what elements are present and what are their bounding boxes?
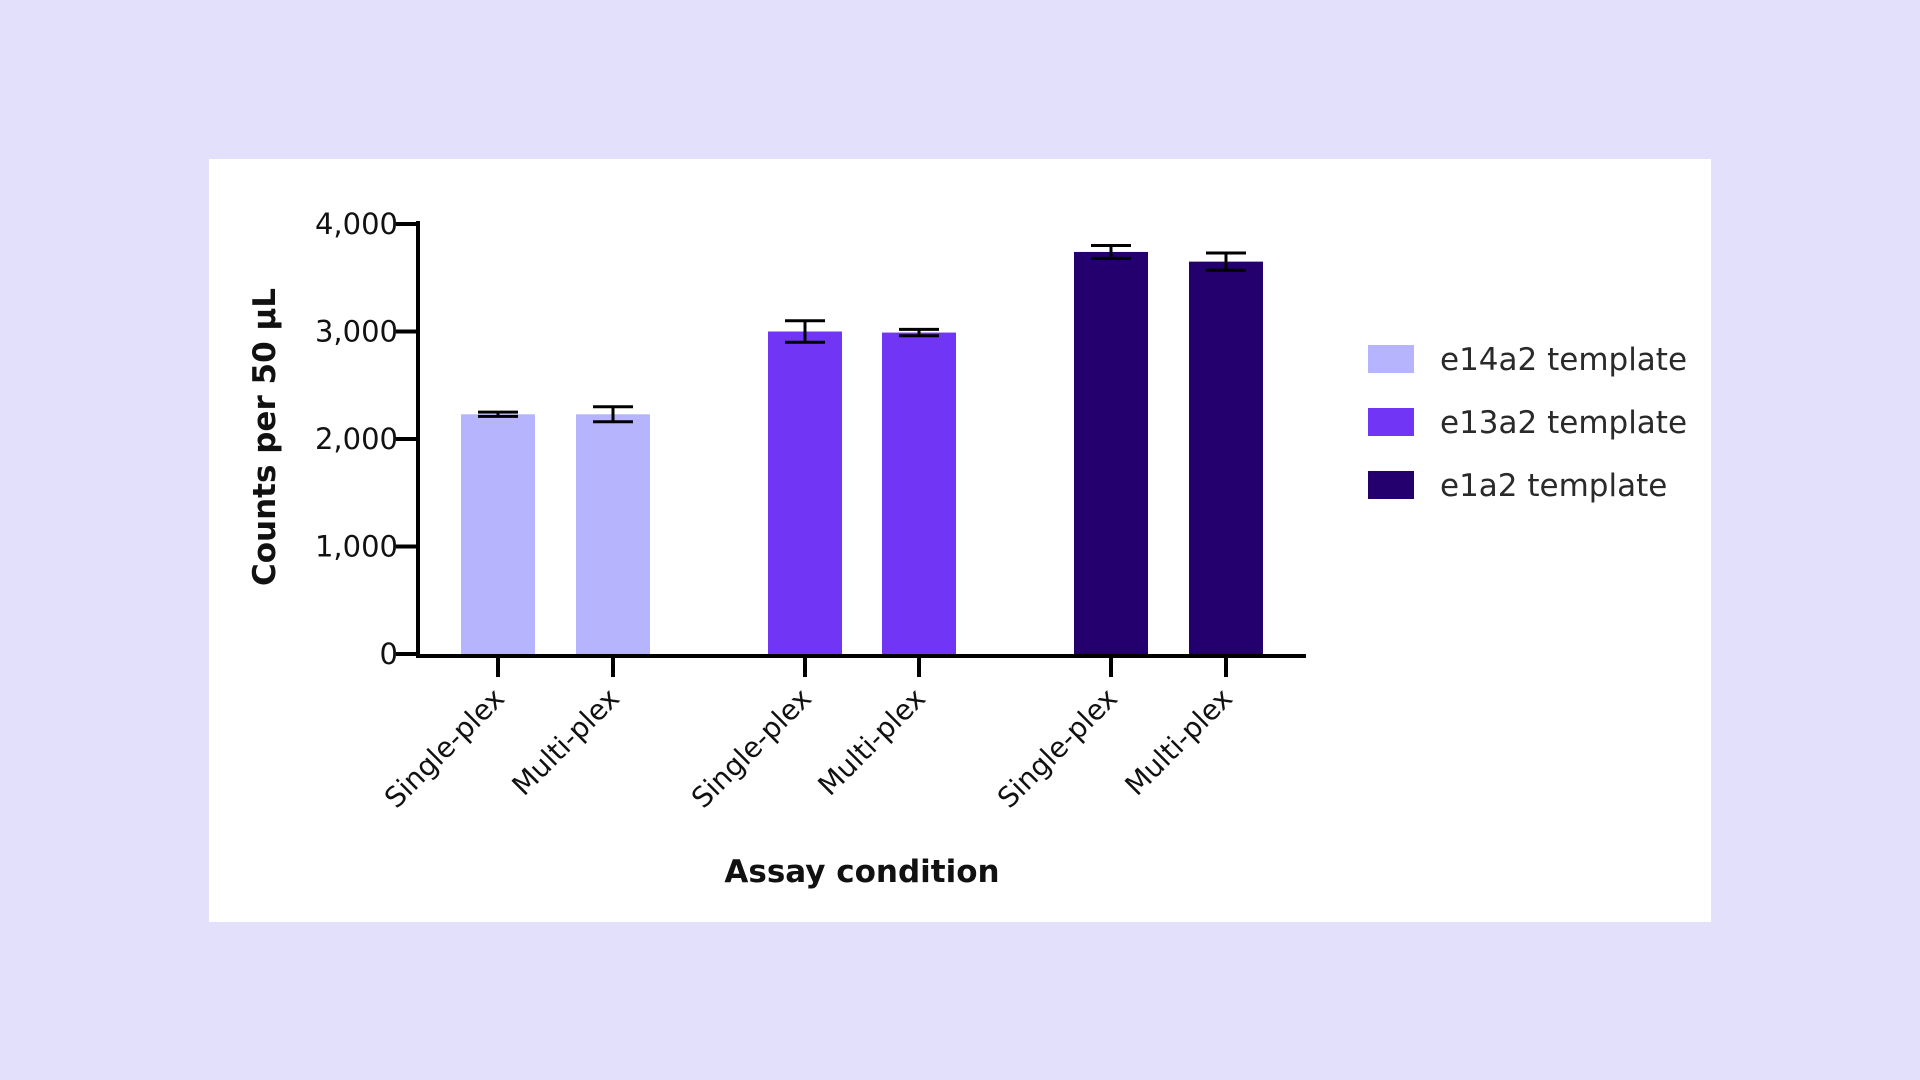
legend-swatch [1368, 471, 1414, 499]
legend-label: e13a2 template [1440, 405, 1687, 441]
error-bar [1206, 251, 1246, 272]
x-tick-label: Multi-plex [505, 682, 625, 802]
bar [1074, 251, 1148, 654]
y-tick-label: 2,000 [315, 422, 398, 456]
x-tick-label: Single-plex [685, 682, 818, 815]
legend-label: e1a2 template [1440, 468, 1667, 504]
axes-layer [416, 221, 1306, 658]
error-bar [478, 410, 518, 418]
legend: e14a2 template e13a2 template e1a2 templat… [1368, 342, 1687, 504]
y-tick-label: 4,000 [315, 207, 398, 241]
y-tick-label: 0 [380, 637, 398, 671]
x-tick-label: Multi-plex [811, 682, 931, 802]
y-tick-label: 3,000 [315, 315, 398, 349]
x-tick-label: Single-plex [378, 682, 511, 815]
legend-swatch [1368, 345, 1414, 373]
x-tick-label: Single-plex [991, 682, 1124, 815]
bar [768, 331, 842, 654]
legend-label: e14a2 template [1440, 342, 1687, 378]
y-axis-title: Counts per 50 µL [247, 288, 283, 586]
error-bar [899, 327, 939, 338]
bar [882, 332, 956, 654]
error-bar [1091, 244, 1131, 260]
x-axis-title: Assay condition [724, 854, 999, 890]
y-tick-label: 1,000 [315, 530, 398, 564]
chart-card [209, 159, 1711, 922]
bar [576, 414, 650, 654]
legend-swatch [1368, 408, 1414, 436]
bar [461, 414, 535, 654]
bars-layer [461, 244, 1263, 654]
x-tick-label: Multi-plex [1118, 682, 1238, 802]
error-bar [593, 405, 633, 424]
error-bar [785, 319, 825, 344]
bar [1189, 261, 1263, 654]
y-ticks: 0 1,000 2,000 3,000 4,000 [315, 207, 418, 671]
